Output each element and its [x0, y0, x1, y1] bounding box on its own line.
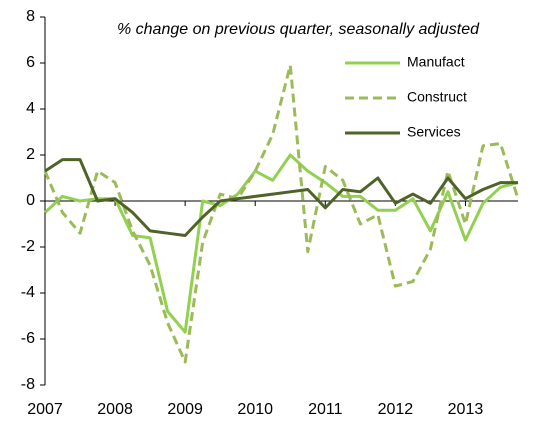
legend-label: Manufact [407, 54, 465, 70]
y-tick-label: 6 [26, 54, 35, 71]
x-tick-label: 2011 [308, 401, 343, 418]
legend-label: Construct [407, 89, 467, 105]
series-line [43, 153, 519, 334]
y-tick-label: 8 [26, 8, 35, 25]
y-tick-label: -8 [21, 376, 35, 393]
x-tick-label: 2007 [27, 401, 63, 418]
legend-label: Services [407, 124, 461, 140]
y-tick-label: 0 [26, 192, 35, 209]
y-tick-label: -4 [21, 284, 35, 301]
chart-title: % change on previous quarter, seasonally… [117, 21, 480, 38]
y-tick-label: -2 [21, 238, 35, 255]
y-tick-label: 2 [26, 146, 35, 163]
series-line [43, 63, 520, 364]
y-tick-label: 4 [26, 100, 35, 117]
y-tick-label: -6 [21, 330, 35, 347]
x-tick-label: 2012 [378, 401, 414, 418]
x-tick-label: 2010 [237, 401, 273, 418]
legend: Manufact Construct Services [345, 54, 467, 140]
x-tick-label: 2009 [167, 401, 203, 418]
series-line [44, 158, 518, 237]
x-tick-label: 2013 [448, 401, 484, 418]
x-tick-label: 2008 [97, 401, 133, 418]
